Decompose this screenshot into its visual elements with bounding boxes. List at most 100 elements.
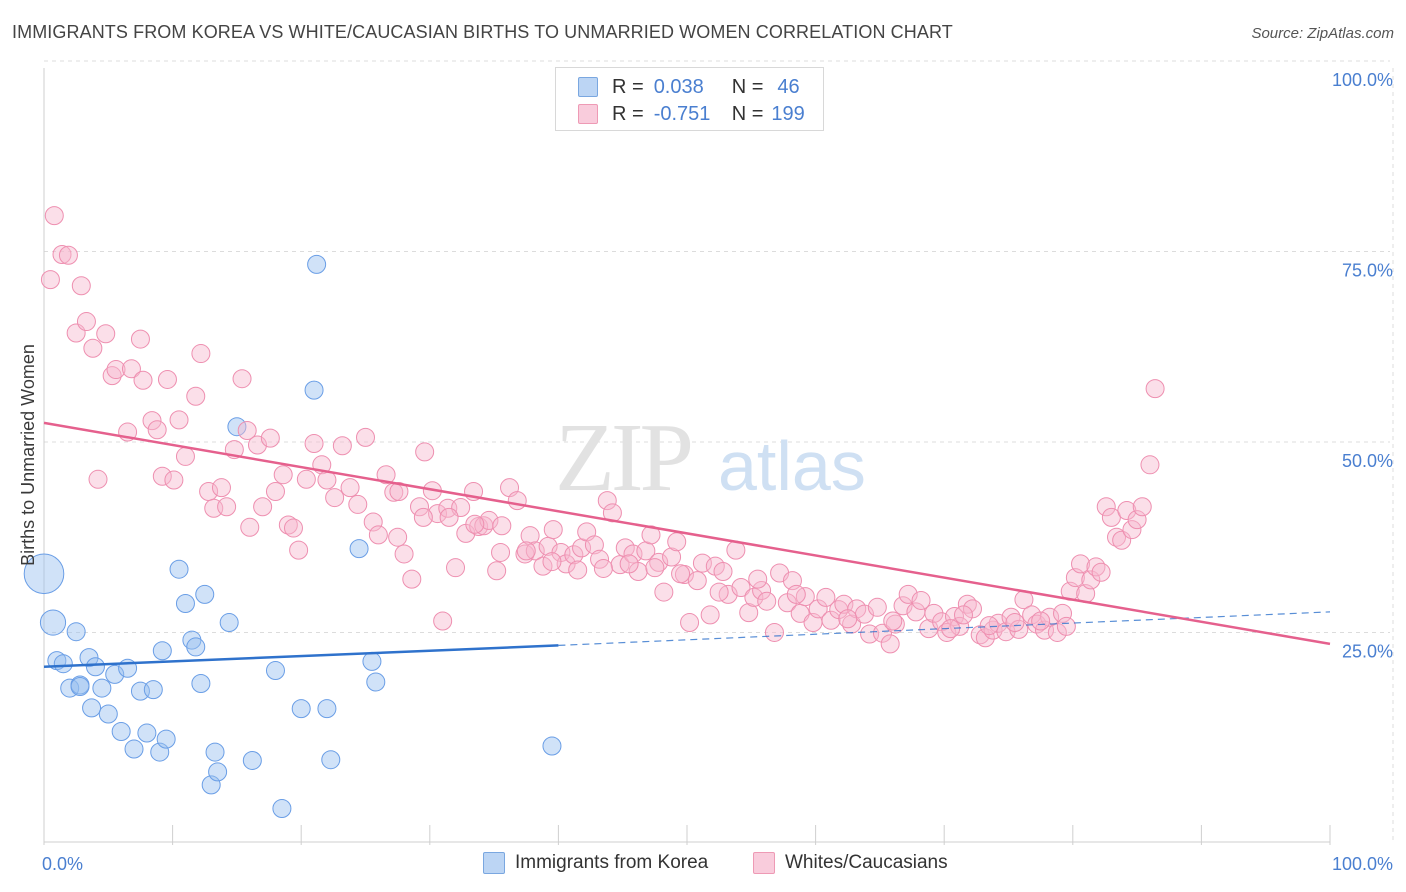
- point-korea-22: [175, 593, 195, 613]
- point-korea-44: [70, 677, 90, 697]
- point-white-197: [1031, 611, 1051, 631]
- point-white-111: [752, 581, 772, 601]
- point-korea-39: [321, 750, 341, 770]
- point-korea-1: [39, 609, 67, 636]
- data-points: [23, 206, 1165, 818]
- point-white-192: [413, 507, 433, 527]
- source-credit: Source: ZipAtlas.com: [1251, 25, 1394, 42]
- point-white-198: [1056, 616, 1076, 636]
- point-korea-8: [82, 698, 102, 718]
- point-white-45: [325, 488, 345, 508]
- point-white-22: [175, 446, 195, 466]
- point-korea-38: [317, 699, 337, 719]
- x-tick-label-0: 0.0%: [42, 854, 83, 874]
- point-white-37: [273, 465, 293, 485]
- point-white-173: [1132, 497, 1152, 517]
- point-white-168: [1107, 527, 1127, 547]
- point-white-161: [1071, 554, 1091, 574]
- gridlines: [44, 60, 1390, 633]
- point-white-3: [58, 245, 78, 265]
- point-white-41: [296, 469, 316, 489]
- trend-line-korea: [43, 644, 559, 668]
- point-white-172: [1127, 510, 1147, 530]
- point-white-189: [491, 542, 511, 562]
- point-korea-20: [156, 729, 176, 749]
- point-korea-4: [66, 622, 86, 642]
- point-white-42: [304, 433, 324, 453]
- point-white-50: [363, 512, 383, 532]
- point-white-134: [898, 584, 918, 604]
- point-white-77: [533, 556, 553, 576]
- point-white-46: [332, 436, 352, 456]
- point-white-35: [260, 428, 280, 448]
- point-white-21: [169, 410, 189, 430]
- series-legend-korea: Immigrants from Korea: [483, 852, 708, 874]
- point-white-71: [492, 516, 512, 536]
- trend-lines: [43, 421, 1331, 668]
- point-white-2: [52, 244, 72, 264]
- series-legend: Immigrants from Korea Whites/Caucasians: [0, 852, 1406, 878]
- legend-row-korea: R = 0.038 N = 46: [578, 74, 800, 100]
- point-white-28: [217, 497, 237, 517]
- point-white-11: [106, 360, 126, 380]
- point-white-58: [415, 442, 435, 462]
- point-white-85: [584, 535, 604, 555]
- point-white-95: [649, 552, 669, 572]
- point-white-130: [872, 623, 892, 643]
- series-swatch-white: [753, 852, 775, 874]
- point-white-69: [479, 510, 499, 530]
- point-korea-28: [208, 762, 228, 782]
- point-white-87: [597, 491, 617, 511]
- point-white-96: [654, 582, 674, 602]
- point-white-86: [590, 549, 610, 569]
- point-korea-18: [143, 680, 163, 700]
- point-white-136: [911, 590, 931, 610]
- watermark-zip: ZIP: [555, 404, 690, 512]
- x-tick-label-1: 100.0%: [1332, 854, 1393, 874]
- legend-r-label: R =: [612, 75, 644, 98]
- point-white-178: [838, 609, 858, 629]
- y-tick-label-2: 75.0%: [1342, 261, 1393, 281]
- point-white-194: [953, 605, 973, 625]
- point-white-158: [1053, 603, 1073, 623]
- point-white-19: [157, 369, 177, 389]
- point-white-34: [253, 497, 273, 517]
- point-white-17: [147, 420, 167, 440]
- watermark-atlas: atlas: [718, 427, 866, 505]
- series-swatch-korea: [483, 852, 505, 874]
- point-white-27: [211, 478, 231, 498]
- point-korea-25: [191, 674, 211, 694]
- point-white-184: [619, 554, 639, 574]
- point-korea-36: [304, 380, 324, 400]
- point-white-52: [376, 465, 396, 485]
- point-korea-45: [152, 641, 172, 661]
- point-white-82: [564, 545, 584, 565]
- y-tick-label-1: 50.0%: [1342, 451, 1393, 471]
- point-korea-0: [23, 553, 65, 595]
- point-korea-34: [272, 798, 292, 818]
- point-white-18: [152, 466, 172, 486]
- legend-n-label: N =: [731, 75, 764, 98]
- point-white-98: [667, 532, 687, 552]
- point-korea-6: [60, 678, 80, 698]
- point-white-32: [240, 517, 260, 537]
- point-white-100: [680, 613, 700, 633]
- point-white-97: [662, 547, 682, 567]
- point-white-10: [102, 366, 122, 386]
- point-white-146: [975, 628, 995, 648]
- trend-line-korea-extension: [558, 611, 1331, 647]
- point-korea-15: [124, 739, 144, 759]
- point-white-121: [816, 587, 836, 607]
- point-white-185: [593, 558, 613, 578]
- point-white-124: [834, 594, 854, 614]
- point-white-31: [237, 421, 257, 441]
- y-tick-label-3: 100.0%: [1332, 70, 1393, 90]
- point-white-13: [121, 359, 141, 379]
- point-white-91: [623, 544, 643, 564]
- point-korea-26: [195, 584, 215, 604]
- point-white-30: [232, 369, 252, 389]
- point-korea-31: [227, 417, 247, 437]
- point-white-169: [1112, 530, 1132, 550]
- point-white-14: [130, 329, 150, 349]
- point-white-7: [83, 338, 103, 358]
